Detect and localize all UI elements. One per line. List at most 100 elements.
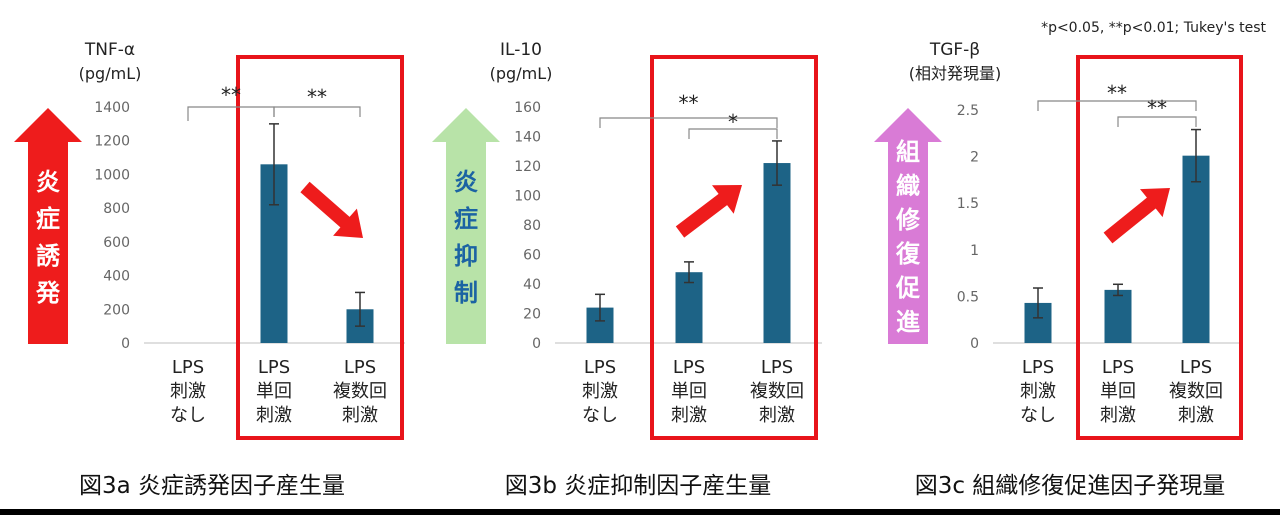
- y-tick-label: 20: [523, 307, 541, 323]
- category-label: LPS: [1022, 357, 1054, 378]
- significance-label: **: [679, 91, 699, 115]
- category-label: 刺激: [1178, 405, 1214, 426]
- bar: [1104, 289, 1132, 343]
- category-label: LPS: [673, 357, 705, 378]
- category-label: 刺激: [1100, 405, 1136, 426]
- side-label-char: 復: [895, 240, 921, 268]
- significance-label: **: [1107, 81, 1127, 105]
- side-label-char: 組: [896, 138, 920, 166]
- category-label: 単回: [671, 381, 707, 402]
- figure-caption: 図3c 組織修復促進因子発現量: [915, 473, 1226, 499]
- figure-caption: 図3a 炎症誘発因子産生量: [79, 473, 345, 499]
- y-tick-label: 1.5: [957, 196, 979, 212]
- y-tick-label: 1400: [94, 100, 130, 116]
- significance-label: **: [221, 83, 241, 107]
- category-label: LPS: [1180, 357, 1212, 378]
- y-tick-label: 0: [970, 336, 979, 352]
- y-tick-label: 140: [514, 130, 541, 146]
- significance-bracket: [688, 128, 778, 139]
- side-arrow: [874, 108, 942, 344]
- y-tick-label: 160: [514, 100, 541, 116]
- y-tick-label: 120: [514, 159, 541, 175]
- category-label: LPS: [1102, 357, 1134, 378]
- category-label: 複数回: [333, 381, 387, 402]
- category-label: 刺激: [1020, 381, 1056, 402]
- significance-bracket: [1117, 116, 1197, 127]
- category-label: なし: [582, 405, 618, 426]
- chart-title: IL-10: [500, 40, 542, 60]
- chart-unit: (pg/mL): [79, 64, 142, 83]
- y-tick-label: 80: [523, 218, 541, 234]
- category-label: LPS: [761, 357, 793, 378]
- significance-bracket: [599, 117, 778, 128]
- chart-title: TGF-β: [929, 40, 980, 60]
- category-label: 単回: [256, 381, 292, 402]
- side-label-char: 症: [36, 205, 60, 233]
- highlight-box: [236, 55, 404, 440]
- y-tick-label: 600: [103, 235, 130, 251]
- category-label: 刺激: [582, 381, 618, 402]
- bar: [763, 163, 791, 343]
- category-label: 刺激: [342, 405, 378, 426]
- side-label-char: 炎: [36, 168, 60, 196]
- side-label-char: 進: [896, 308, 920, 336]
- y-tick-label: 1200: [94, 134, 130, 150]
- chart-unit: (pg/mL): [490, 64, 553, 83]
- category-label: LPS: [344, 357, 376, 378]
- chart-panel-2: IL-10(pg/mL)020406080100120140160LPS刺激なし…: [432, 40, 822, 499]
- category-label: LPS: [258, 357, 290, 378]
- highlight-box: [1076, 55, 1243, 440]
- side-label-char: 症: [454, 205, 478, 233]
- highlight-box: [650, 55, 818, 440]
- y-tick-label: 2.5: [957, 103, 979, 119]
- significance-label: **: [1147, 96, 1167, 120]
- trend-arrow: [675, 185, 742, 238]
- bottom-rule: [0, 509, 1280, 515]
- category-label: 複数回: [1169, 381, 1223, 402]
- category-label: LPS: [172, 357, 204, 378]
- chart-panel-1: TNF-α (pg/mL) 0 200 400 600 800 1000 1200 1400 LPS…: [14, 40, 405, 499]
- significance-label: *: [728, 110, 738, 134]
- significance-bracket: [1037, 100, 1197, 111]
- bar: [1182, 155, 1210, 343]
- y-tick-label: 1000: [94, 167, 130, 183]
- significance-label: **: [307, 85, 327, 109]
- side-label-char: 炎: [454, 168, 478, 196]
- y-tick-label: 0: [532, 336, 541, 352]
- y-tick-label: 400: [103, 269, 130, 285]
- chart-panel-3: TGF-β(相対発現量)00.511.522.5LPS刺激なしLPS単回刺激LP…: [874, 40, 1243, 499]
- footnote: *p<0.05, **p<0.01; Tukey's test: [1041, 20, 1266, 36]
- trend-arrow: [1103, 188, 1170, 244]
- chart-title: TNF-α: [84, 40, 135, 60]
- y-tick-label: 60: [523, 248, 541, 264]
- category-label: 刺激: [671, 405, 707, 426]
- trend-arrow: [300, 181, 363, 238]
- side-label-char: 制: [454, 279, 478, 307]
- side-arrow: [432, 108, 500, 344]
- y-tick-label: 2: [970, 150, 979, 166]
- y-tick-label: 0: [121, 336, 130, 352]
- side-label-char: 誘: [36, 242, 61, 270]
- category-label: なし: [1020, 405, 1056, 426]
- y-tick-label: 0.5: [957, 289, 979, 305]
- y-tick-label: 100: [514, 189, 541, 205]
- y-tick-label: 200: [103, 302, 130, 318]
- category-label: 刺激: [256, 405, 292, 426]
- y-tick-label: 1: [970, 243, 979, 259]
- bar: [675, 272, 703, 343]
- side-label-char: 織: [896, 172, 920, 200]
- side-arrow: [14, 108, 82, 344]
- side-label-char: 促: [895, 274, 920, 302]
- category-label: 複数回: [750, 381, 804, 402]
- side-label-char: 修: [895, 206, 921, 234]
- category-label: LPS: [584, 357, 616, 378]
- y-tick-label: 40: [523, 277, 541, 293]
- category-label: 刺激: [759, 405, 795, 426]
- category-label: なし: [170, 405, 206, 426]
- side-label-char: 抑: [454, 242, 478, 270]
- figure-caption: 図3b 炎症抑制因子産生量: [505, 473, 772, 499]
- side-label-char: 発: [35, 279, 61, 307]
- y-tick-label: 800: [103, 201, 130, 217]
- significance-bracket: [273, 106, 361, 117]
